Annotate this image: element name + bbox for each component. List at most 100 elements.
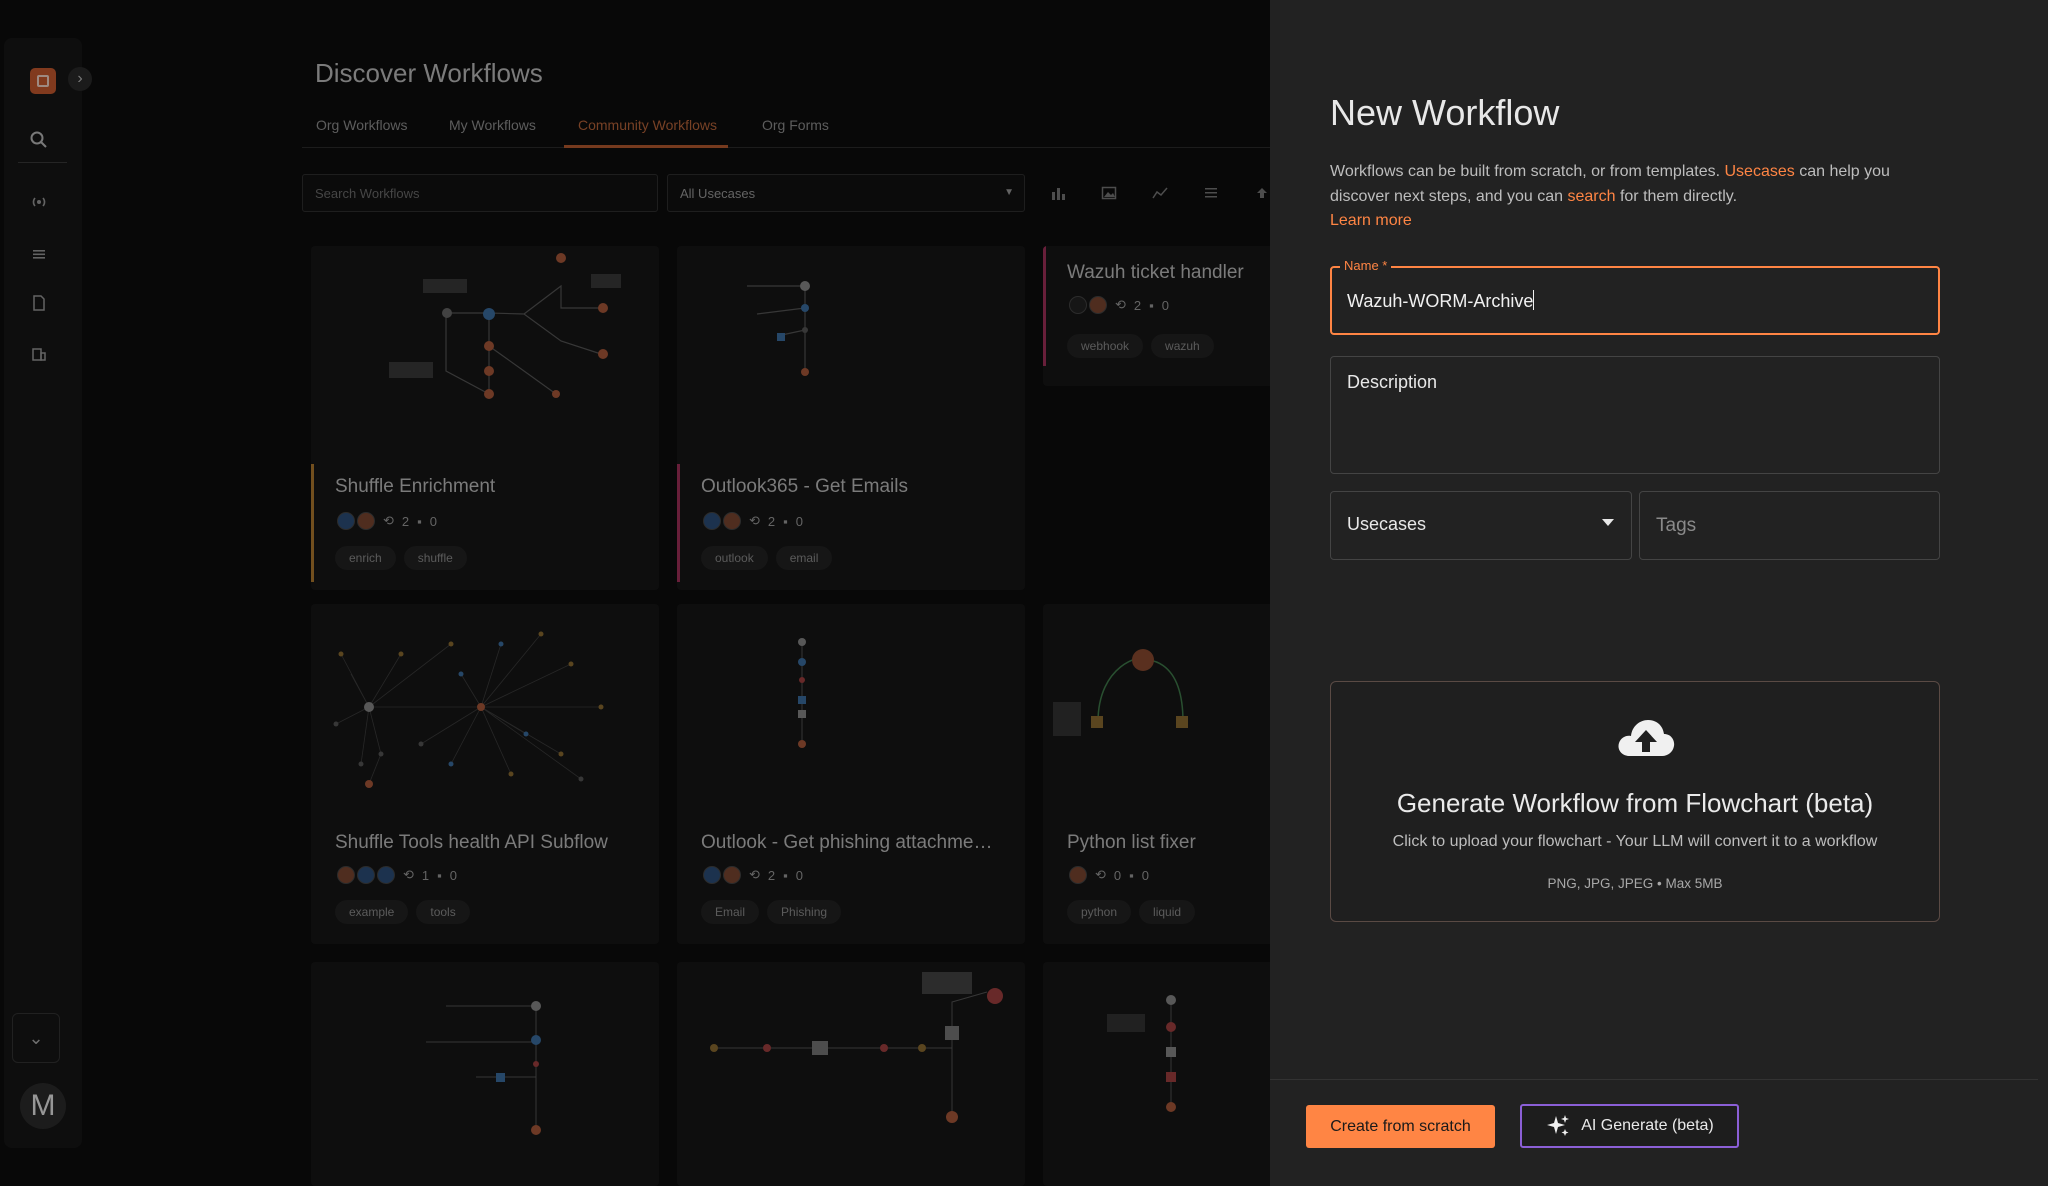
tag[interactable]: enrich: [335, 546, 396, 570]
expand-sidebar-button[interactable]: ›: [68, 67, 92, 91]
caret-down-icon[interactable]: [1602, 519, 1614, 526]
run-count: 2: [1133, 297, 1142, 313]
learn-more-link[interactable]: Learn more: [1330, 212, 1412, 229]
tag[interactable]: python: [1067, 900, 1132, 924]
list-view-icon[interactable]: [1200, 182, 1222, 204]
graph-icon[interactable]: [1149, 182, 1171, 204]
comment-icon: ▪: [1149, 297, 1154, 313]
tag[interactable]: webhook: [1067, 334, 1144, 358]
workflow-card[interactable]: [677, 962, 1025, 1186]
app-icon: [723, 866, 741, 884]
create-from-scratch-button[interactable]: Create from scratch: [1306, 1105, 1495, 1148]
card-tags: enrich shuffle: [335, 546, 467, 570]
app-icon: [703, 512, 721, 530]
card-meta: ⟲ 2 ▪ 0: [703, 512, 803, 530]
tag[interactable]: wazuh: [1151, 334, 1214, 358]
app-icon: [357, 512, 375, 530]
card-tags: Email Phishing: [701, 900, 842, 924]
building-icon[interactable]: [25, 340, 53, 368]
ai-generate-button[interactable]: AI Generate (beta): [1520, 1104, 1739, 1148]
description-field[interactable]: [1330, 356, 1940, 474]
workflow-preview-graph: [426, 1001, 541, 1135]
usecases-link[interactable]: Usecases: [1724, 163, 1795, 180]
workflow-card[interactable]: Shuffle Enrichment ⟲ 2 ▪ 0 enrich shuffle: [311, 246, 659, 590]
tab-org-forms[interactable]: Org Forms: [762, 117, 829, 133]
card-tags: example tools: [335, 900, 470, 924]
comment-count: 0: [1141, 867, 1149, 883]
tag[interactable]: liquid: [1139, 900, 1196, 924]
list-icon[interactable]: [25, 240, 53, 268]
upload-title: Generate Workflow from Flowchart (beta): [1396, 788, 1874, 818]
workflow-card[interactable]: Outlook365 - Get Emails ⟲ 2 ▪ 0 outlook em…: [677, 246, 1025, 590]
search-icon[interactable]: [25, 126, 53, 154]
panel-description: Workflows can be built from scratch, or …: [1330, 160, 1890, 234]
app-icon: [337, 512, 355, 530]
new-workflow-panel: New Workflow Workflows can be built from…: [1270, 0, 2048, 1186]
card-tags: outlook email: [701, 546, 833, 570]
upload-formats: PNG, JPG, JPEG • Max 5MB: [1547, 876, 1723, 891]
modal-backdrop[interactable]: [0, 0, 1272, 1186]
workflow-preview-graph: [333, 631, 604, 788]
card-meta: ⟲ 0 ▪ 0: [1069, 866, 1149, 884]
app-icon: [1089, 296, 1107, 314]
sparkles-icon: [1547, 1115, 1570, 1136]
upload-icon[interactable]: [1251, 182, 1273, 204]
comment-count: 0: [429, 513, 437, 529]
comment-icon: ▪: [437, 867, 442, 883]
usecase-filter-select[interactable]: All Usecases ▼: [667, 174, 1025, 212]
search-workflows-input[interactable]: Search Workflows: [302, 174, 658, 212]
shuffle-logo-icon[interactable]: [30, 68, 56, 94]
search-link[interactable]: search: [1567, 187, 1616, 205]
upload-subtitle: Click to upload your flowchart - Your LL…: [1392, 833, 1878, 850]
tag[interactable]: shuffle: [403, 546, 467, 570]
panel-title: New Workflow: [1330, 92, 1560, 133]
comment-count: 0: [795, 513, 803, 529]
history-icon: ⟲: [1115, 297, 1126, 312]
broadcast-icon[interactable]: [25, 188, 53, 216]
card-meta: ⟲ 2 ▪ 0: [1069, 296, 1169, 314]
workflow-card[interactable]: [311, 962, 659, 1186]
name-input-value[interactable]: Wazuh-WORM-Archive: [1347, 290, 1535, 312]
app-icon: [703, 866, 721, 884]
name-field[interactable]: [1330, 266, 1940, 335]
workflow-preview-graph: [747, 281, 810, 376]
tab-my-workflows[interactable]: My Workflows: [449, 117, 536, 133]
bar-chart-icon[interactable]: [1047, 182, 1069, 204]
card-tags: webhook wazuh: [1067, 334, 1214, 358]
card-meta: ⟲ 2 ▪ 0: [337, 512, 437, 530]
avatar[interactable]: M: [20, 1083, 66, 1129]
chevron-down-icon[interactable]: ⌄: [12, 1013, 60, 1063]
tab-org-workflows[interactable]: Org Workflows: [316, 117, 408, 133]
tag[interactable]: email: [775, 546, 833, 570]
workflow-card[interactable]: Outlook - Get phishing attachme… ⟲ 2 ▪ 0 E…: [677, 604, 1025, 944]
comment-icon: ▪: [783, 513, 788, 529]
document-icon[interactable]: [25, 289, 53, 317]
tag[interactable]: Email: [701, 900, 760, 924]
history-icon: ⟲: [403, 867, 414, 882]
tag[interactable]: example: [335, 900, 409, 924]
usecases-select[interactable]: [1330, 491, 1632, 560]
sidebar-divider: [18, 162, 67, 163]
tags-input[interactable]: Tags: [1639, 491, 1940, 560]
card-meta: ⟲ 2 ▪ 0: [703, 866, 803, 884]
tag[interactable]: tools: [416, 900, 470, 924]
tag[interactable]: Phishing: [767, 900, 842, 924]
comment-icon: ▪: [417, 513, 422, 529]
image-icon[interactable]: [1098, 182, 1120, 204]
active-tab-indicator: [564, 145, 728, 148]
app-icon: [337, 866, 355, 884]
description-text: for them directly.: [1615, 187, 1738, 205]
comment-icon: ▪: [783, 867, 788, 883]
description-text: Workflows can be built from scratch, or …: [1330, 163, 1725, 180]
tab-community-workflows[interactable]: Community Workflows: [578, 117, 717, 133]
workflow-card[interactable]: Shuffle Tools health API Subflow ⟲ 1 ▪ 0 e…: [311, 604, 659, 944]
tag[interactable]: outlook: [701, 546, 768, 570]
card-tags: python liquid: [1067, 900, 1196, 924]
history-icon: ⟲: [749, 867, 760, 882]
comment-icon: ▪: [1129, 867, 1134, 883]
app-icon: [1069, 866, 1087, 884]
card-accent: [1043, 246, 1046, 366]
card-accent: [677, 464, 680, 582]
flowchart-upload-dropzone[interactable]: Generate Workflow from Flowchart (beta) …: [1330, 681, 1940, 922]
app-icon: [357, 866, 375, 884]
